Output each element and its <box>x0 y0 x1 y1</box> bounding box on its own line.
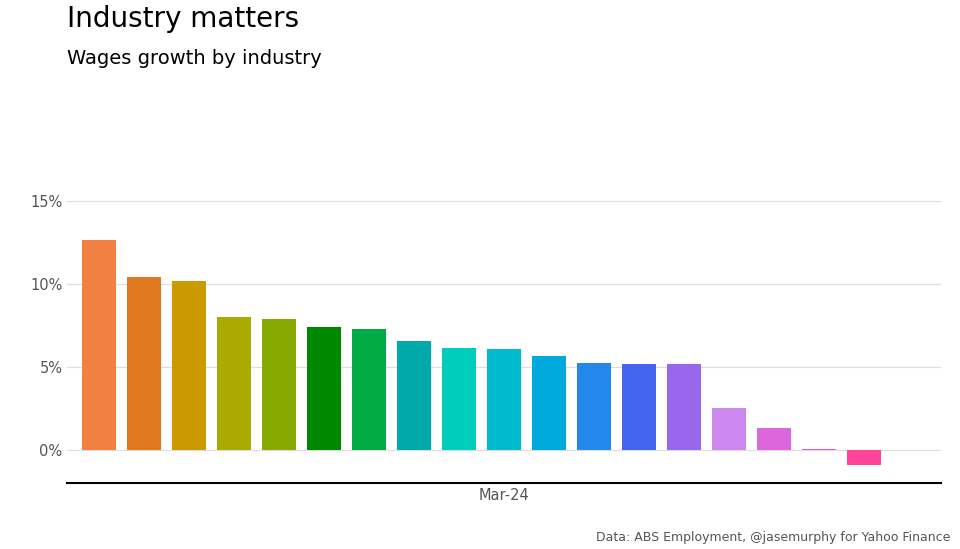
Bar <box>803 449 836 450</box>
Text: Industry matters: Industry matters <box>67 5 300 33</box>
Bar <box>217 317 251 450</box>
Bar <box>397 341 431 450</box>
Bar <box>622 365 656 450</box>
Text: Wages growth by industry: Wages growth by industry <box>67 49 322 69</box>
Bar <box>262 320 296 450</box>
Text: Data: ABS Employment, @jasemurphy for Yahoo Finance: Data: ABS Employment, @jasemurphy for Ya… <box>596 530 950 544</box>
Bar <box>307 327 341 450</box>
Bar <box>667 365 701 450</box>
Bar <box>757 428 791 450</box>
Bar <box>127 277 160 450</box>
Bar <box>712 408 746 450</box>
Bar <box>352 329 386 450</box>
Bar <box>172 281 205 450</box>
Bar <box>577 363 611 450</box>
Bar <box>532 356 565 450</box>
Bar <box>443 348 476 450</box>
Bar <box>487 349 521 450</box>
Bar <box>848 450 881 465</box>
Bar <box>82 240 115 450</box>
